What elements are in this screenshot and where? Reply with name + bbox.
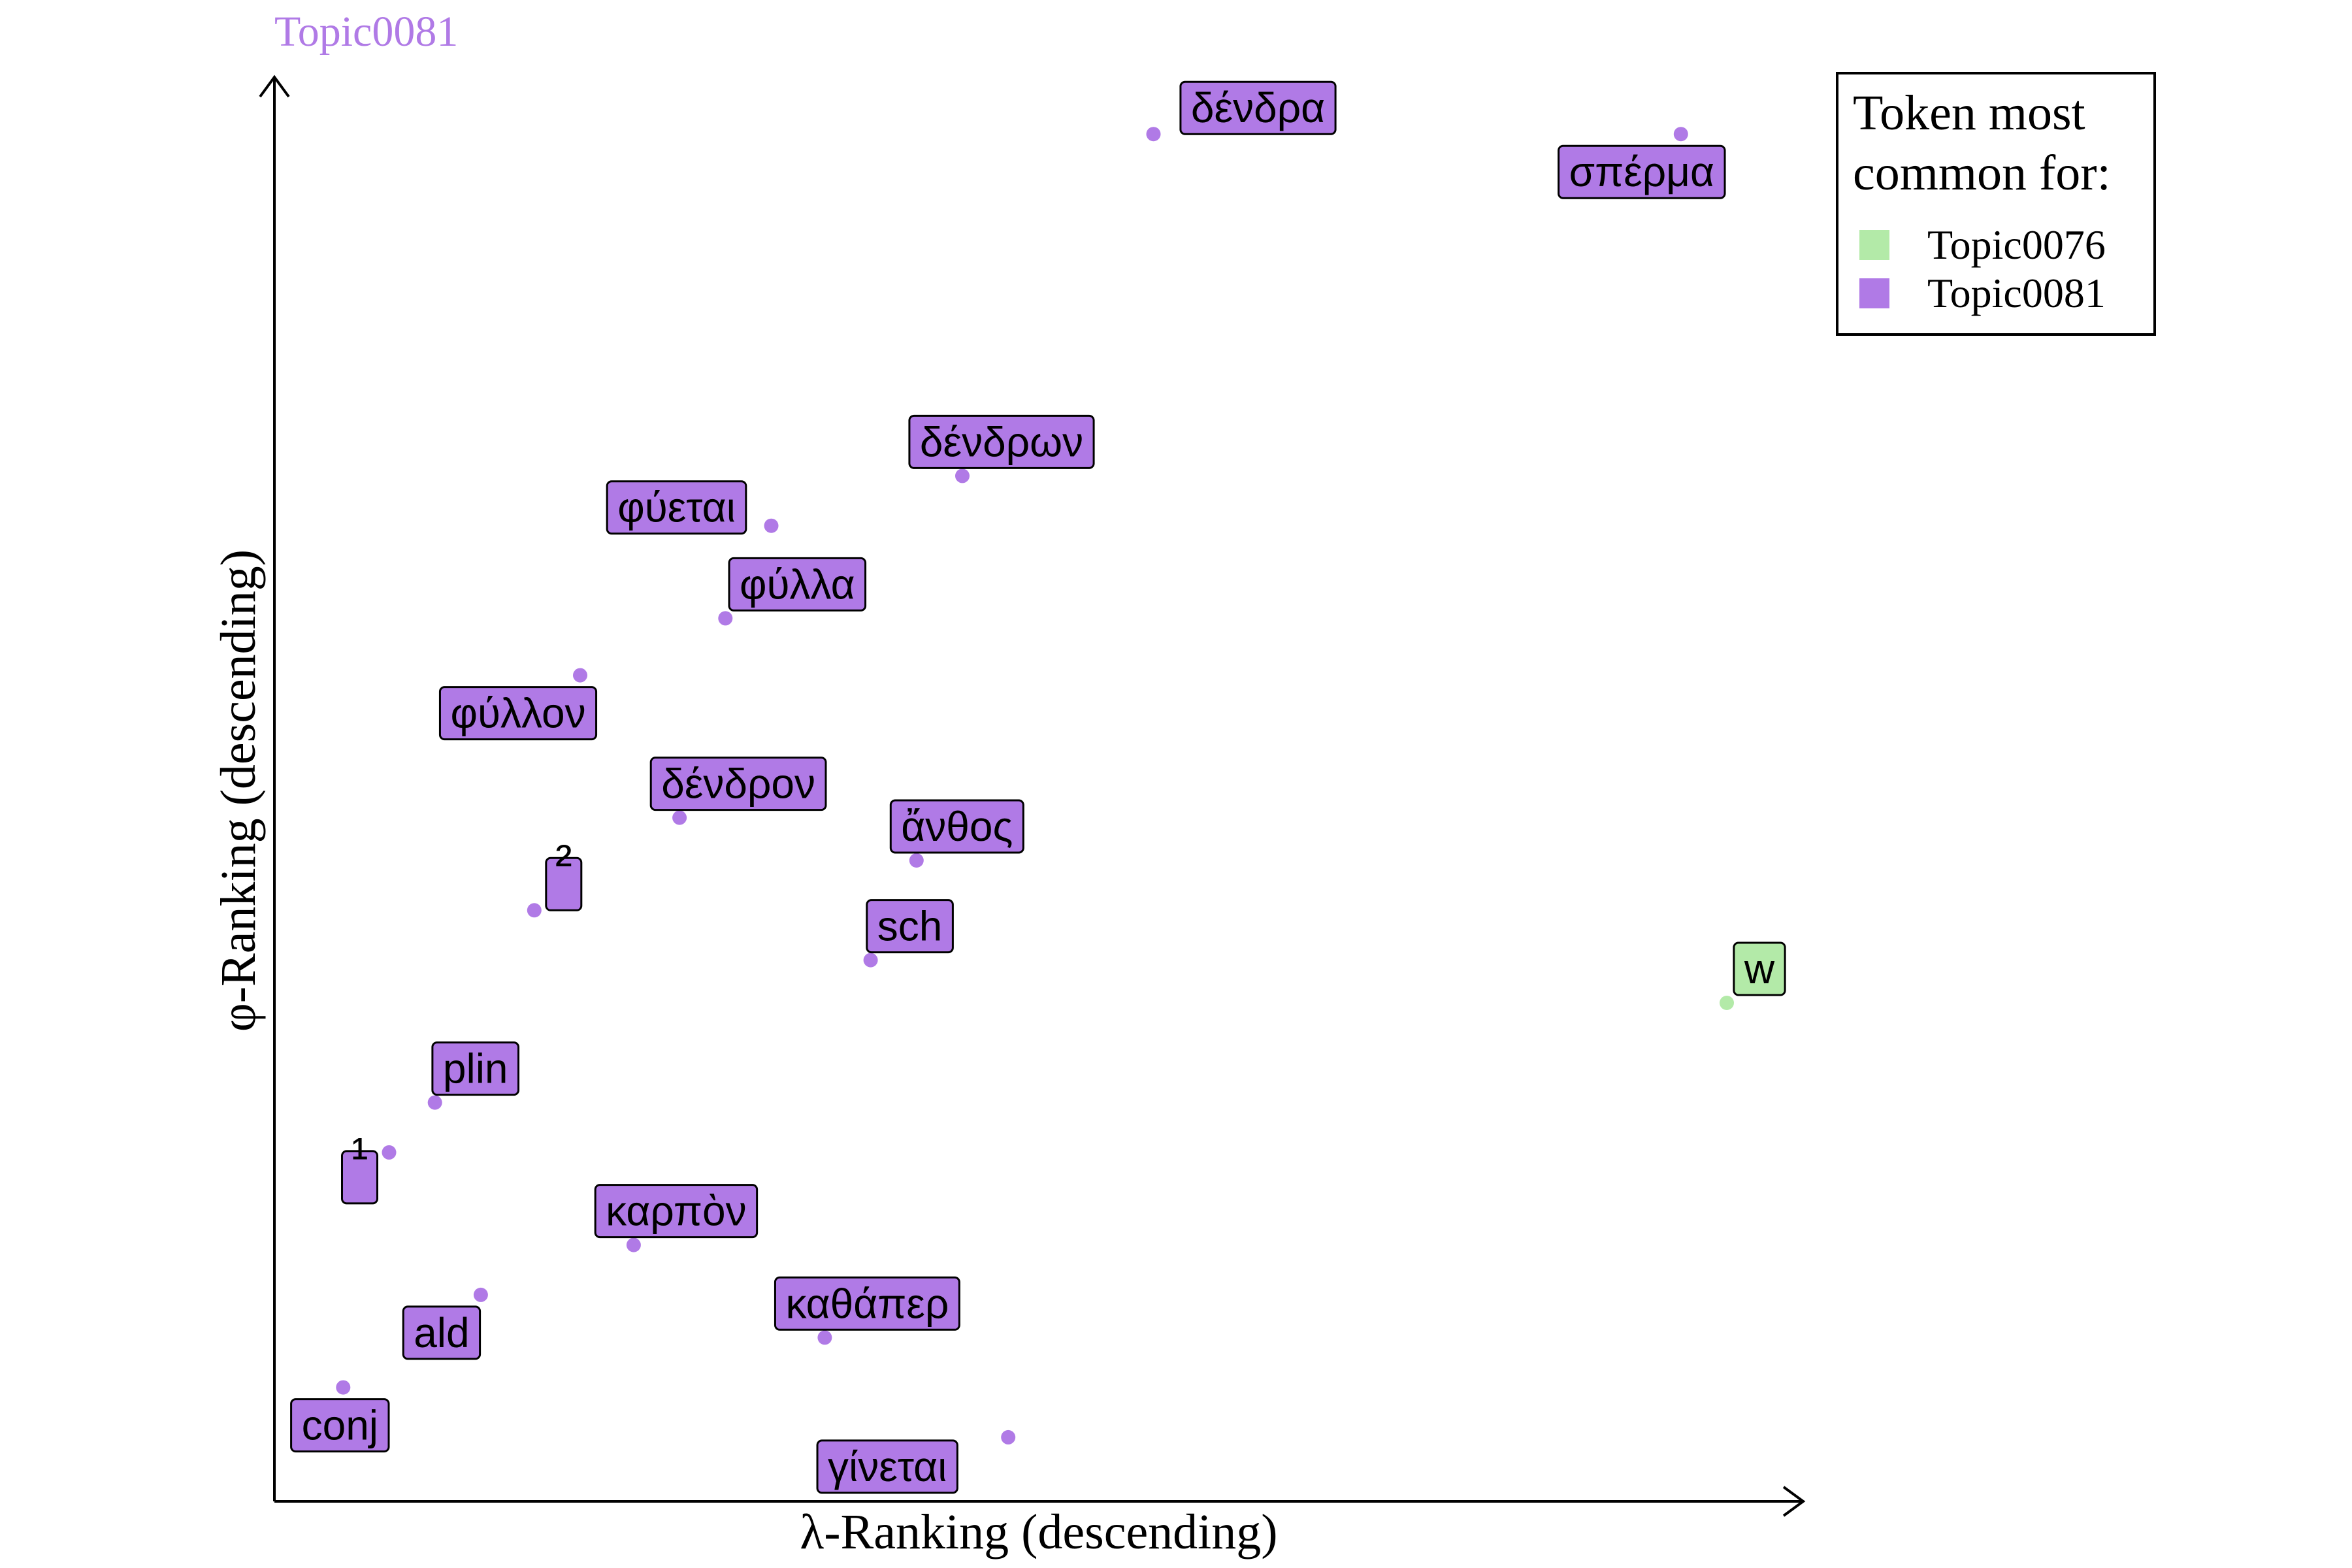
data-point-conj — [336, 1380, 351, 1395]
legend-swatch-topic0076 — [1859, 230, 1889, 260]
data-label-point-8: ² — [555, 834, 572, 891]
label-box-point-12 — [341, 1150, 378, 1205]
label-box-point-13 — [594, 1184, 759, 1239]
legend-entry-topic0076: Topic0076 — [1927, 221, 2106, 268]
label-box-point-5 — [438, 686, 598, 741]
data-point-point-5 — [573, 668, 587, 683]
data-point-point-8 — [527, 903, 542, 918]
legend-swatch-topic0081 — [1859, 278, 1889, 308]
data-label-point-15: καθάπερ — [785, 1280, 949, 1327]
data-point-w — [1720, 996, 1734, 1010]
data-label-ald: ald — [414, 1309, 469, 1356]
data-point-point-3 — [764, 518, 779, 533]
label-box-point-4 — [728, 557, 867, 612]
label-box-point-15 — [774, 1276, 960, 1331]
data-point-point-2 — [955, 468, 970, 483]
legend-box — [1836, 72, 2156, 336]
data-label-plin: plin — [443, 1045, 508, 1092]
data-label-point-7: ἄνθος — [901, 803, 1013, 850]
legend: Token most common for: Topic0076 Topic00… — [1836, 72, 2156, 336]
label-box-point-17 — [816, 1439, 958, 1494]
label-box-ald — [402, 1305, 482, 1360]
data-label-point-2: δένδρων — [920, 418, 1083, 465]
data-label-point-12: ¹ — [351, 1127, 368, 1184]
data-point-point-1 — [1673, 127, 1688, 142]
y-axis-arrow — [259, 74, 290, 98]
data-point-point-15 — [817, 1330, 832, 1345]
data-point-point-0 — [1146, 127, 1161, 142]
data-label-point-1: σπέρμα — [1569, 148, 1714, 195]
data-point-point-17 — [1001, 1429, 1016, 1445]
data-point-plin — [427, 1095, 442, 1110]
data-label-w: w — [1744, 945, 1775, 992]
data-label-conj: conj — [302, 1402, 378, 1449]
data-point-point-4 — [718, 611, 733, 626]
legend-title-line-1: Token most — [1853, 86, 2085, 140]
legend-entry-topic0081: Topic0081 — [1927, 270, 2106, 316]
y-axis-label: φ-Ranking (descending) — [211, 549, 266, 1032]
data-label-point-4: φύλλα — [740, 561, 855, 608]
data-point-point-6 — [672, 810, 687, 825]
data-label-point-17: γίνεται — [828, 1443, 947, 1490]
label-box-plin — [431, 1041, 520, 1096]
data-label-point-5: φύλλον — [450, 690, 585, 737]
x-axis-label: λ-Ranking (descending) — [800, 1505, 1277, 1560]
label-box-point-7 — [889, 799, 1024, 854]
data-label-point-6: δένδρον — [661, 760, 815, 808]
data-label-point-13: καρπὸν — [606, 1188, 746, 1235]
label-box-point-3 — [606, 480, 747, 535]
label-box-point-8 — [545, 857, 583, 911]
data-label-point-3: φύεται — [617, 484, 736, 531]
label-box-sch — [866, 899, 954, 954]
legend-title-line-2: common for: — [1853, 146, 2111, 201]
data-label-sch: sch — [877, 903, 943, 950]
data-point-point-12 — [382, 1145, 397, 1160]
label-box-point-2 — [908, 414, 1095, 469]
label-box-conj — [290, 1398, 390, 1453]
data-point-point-13 — [626, 1237, 641, 1252]
label-box-point-1 — [1558, 144, 1726, 199]
label-box-point-0 — [1179, 80, 1337, 135]
data-point-point-7 — [909, 853, 924, 868]
label-box-w — [1733, 941, 1786, 996]
data-label-point-0: δένδρα — [1191, 84, 1325, 131]
label-box-point-6 — [649, 757, 827, 811]
axes — [259, 74, 1806, 1517]
x-axis-arrow — [1782, 1486, 1806, 1517]
chart-title: Topic0081 — [274, 8, 458, 56]
data-point-sch — [863, 953, 878, 968]
data-point-ald — [473, 1287, 488, 1302]
